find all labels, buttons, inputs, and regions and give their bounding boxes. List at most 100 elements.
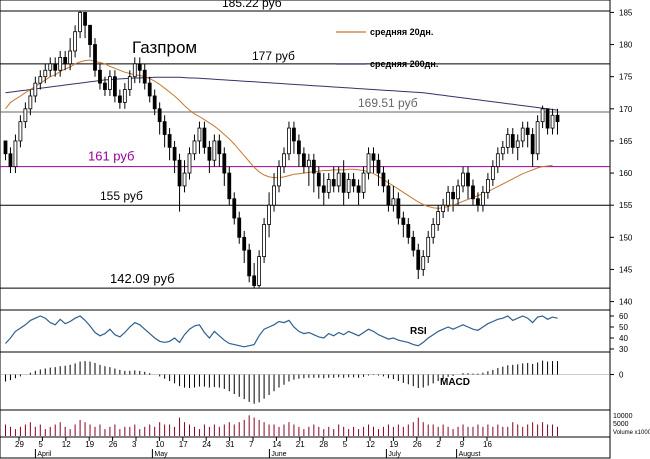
candle-body	[127, 76, 132, 90]
candle-body	[267, 204, 271, 225]
price-tick-label: 185	[619, 8, 633, 17]
ma200-path	[5, 76, 558, 111]
candle-body	[525, 127, 530, 135]
candle	[43, 63, 48, 84]
candle-body	[227, 172, 232, 200]
candle-body	[411, 236, 416, 251]
candle-body	[495, 153, 500, 168]
candle-body	[18, 121, 23, 142]
price-tick-label: 150	[619, 233, 633, 242]
candle-body	[421, 256, 426, 270]
candle	[500, 140, 505, 161]
candle-body	[441, 204, 446, 213]
candle-body	[187, 153, 192, 174]
candle-body	[386, 185, 391, 206]
macd-tick-label: 0	[619, 371, 624, 380]
candle-body	[426, 236, 431, 257]
candle	[242, 230, 247, 264]
candle-body	[326, 179, 331, 193]
candle	[93, 38, 97, 77]
candle-body	[237, 217, 242, 238]
candle	[371, 147, 376, 174]
candle-body	[311, 159, 316, 174]
candle-body	[113, 76, 117, 97]
candle-body	[331, 179, 336, 187]
volume-panel	[0, 409, 611, 438]
level-label: 161 руб	[88, 149, 134, 164]
candle	[18, 115, 23, 148]
legend-ma200-label: средняя 200дн.	[370, 59, 438, 69]
candle	[426, 230, 431, 264]
candle	[117, 89, 122, 109]
candle	[301, 147, 306, 174]
price-tick-label: 175	[619, 73, 633, 82]
candle	[48, 57, 53, 77]
month-label: August	[459, 451, 481, 458]
candle	[555, 108, 560, 135]
candle-body	[550, 114, 555, 129]
candle	[68, 38, 73, 71]
candle-body	[63, 57, 68, 65]
candle-body	[545, 108, 550, 129]
rsi-axis: 60 50 40 30	[610, 312, 628, 354]
candle-body	[23, 108, 28, 123]
candle-body	[53, 63, 58, 71]
candle	[217, 134, 222, 167]
candle-body	[157, 108, 162, 123]
date-tick-label: 16	[483, 440, 492, 449]
candle-body	[252, 275, 257, 286]
candle-body	[466, 172, 470, 187]
candle-body	[162, 121, 167, 135]
candle	[490, 160, 495, 186]
candle-body	[212, 140, 217, 161]
candle	[257, 250, 262, 288]
candle	[3, 140, 8, 161]
candle-body	[346, 179, 351, 193]
rsi-tick-label: 60	[619, 312, 628, 321]
candle	[326, 173, 331, 199]
candle	[28, 89, 33, 116]
candle	[481, 185, 485, 212]
candle	[287, 121, 291, 161]
candle-body	[446, 191, 450, 206]
candle-body	[103, 82, 107, 90]
candle	[361, 166, 366, 199]
candle	[272, 173, 276, 212]
candle-body	[515, 140, 520, 148]
candle-body	[510, 134, 515, 148]
candle-body	[207, 146, 212, 161]
candle	[103, 76, 107, 96]
candle-body	[416, 249, 421, 270]
level-label: 185.22 руб	[222, 0, 282, 10]
candle	[451, 185, 455, 212]
candle	[132, 57, 137, 84]
candle	[247, 243, 252, 283]
candle	[396, 192, 401, 225]
candle-body	[292, 127, 296, 142]
macd-label: MACD	[440, 377, 470, 388]
rsi-label: RSI	[410, 326, 427, 337]
candle	[13, 134, 18, 174]
level-label: 142.09 руб	[110, 271, 175, 286]
candle	[252, 263, 257, 289]
candle-body	[48, 63, 53, 71]
candle	[267, 192, 271, 238]
candle-body	[476, 198, 480, 206]
candle	[540, 105, 545, 129]
month-label: July	[388, 451, 401, 458]
date-tick-label: 12	[366, 440, 375, 449]
candle-body	[540, 108, 545, 123]
candle	[530, 128, 535, 167]
candle-body	[361, 172, 366, 193]
macd-axis: 0	[610, 371, 624, 380]
candle-body	[321, 185, 326, 193]
candle-body	[242, 236, 247, 251]
candle-body	[530, 134, 535, 155]
date-tick-label: 26	[413, 440, 422, 449]
candle-body	[257, 256, 262, 286]
candle-body	[376, 159, 381, 174]
candle	[471, 179, 475, 206]
candle-body	[471, 185, 475, 200]
candle	[212, 134, 217, 167]
candle-body	[461, 172, 465, 187]
